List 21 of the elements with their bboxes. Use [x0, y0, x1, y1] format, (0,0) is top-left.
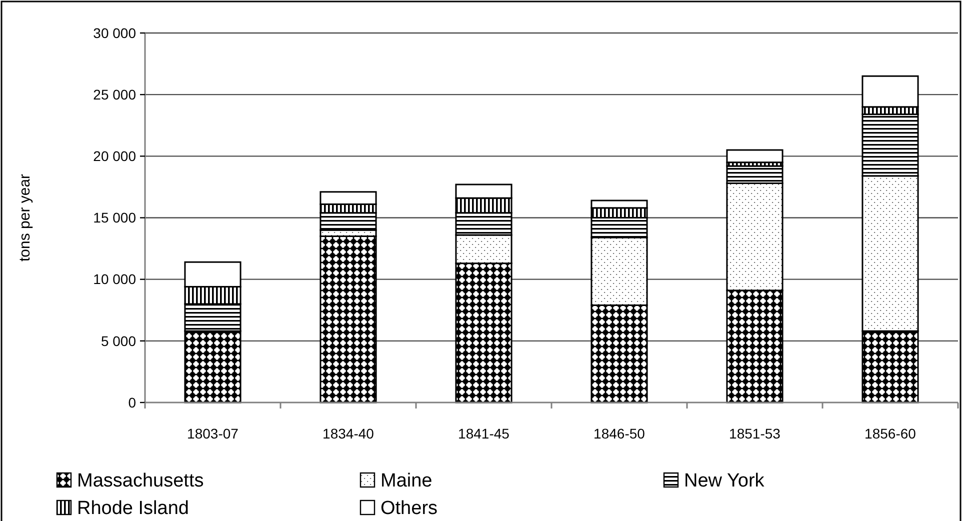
- y-tick-label: 20 000: [93, 148, 136, 164]
- bar: [320, 235, 377, 404]
- y-tick-label: 5 000: [100, 332, 136, 349]
- x-tick-label: 1841-45: [458, 425, 510, 442]
- y-tick-label: 25 000: [93, 86, 136, 102]
- y-tick-label: 30 000: [93, 24, 136, 41]
- bar: [726, 149, 784, 164]
- y-tick-label: 15 000: [93, 210, 136, 226]
- x-tick-label: 1803-07: [187, 425, 239, 442]
- y-tick-label: 10 000: [93, 271, 136, 288]
- legend-label: Rhode Island: [77, 498, 189, 520]
- y-tick-label: 0: [128, 394, 136, 410]
- x-tick-label: 1834-40: [322, 425, 374, 442]
- legend-label: Maine: [380, 470, 432, 492]
- x-tick-label: 1851-53: [729, 425, 781, 442]
- legend-label: Massachusetts: [77, 470, 204, 492]
- legend-label: New York: [684, 470, 765, 492]
- legend-label: Others: [380, 498, 438, 520]
- y-axis-title: tons per year: [16, 174, 34, 262]
- x-tick-label: 1846-50: [594, 425, 646, 442]
- x-tick-label: 1856-60: [864, 425, 916, 442]
